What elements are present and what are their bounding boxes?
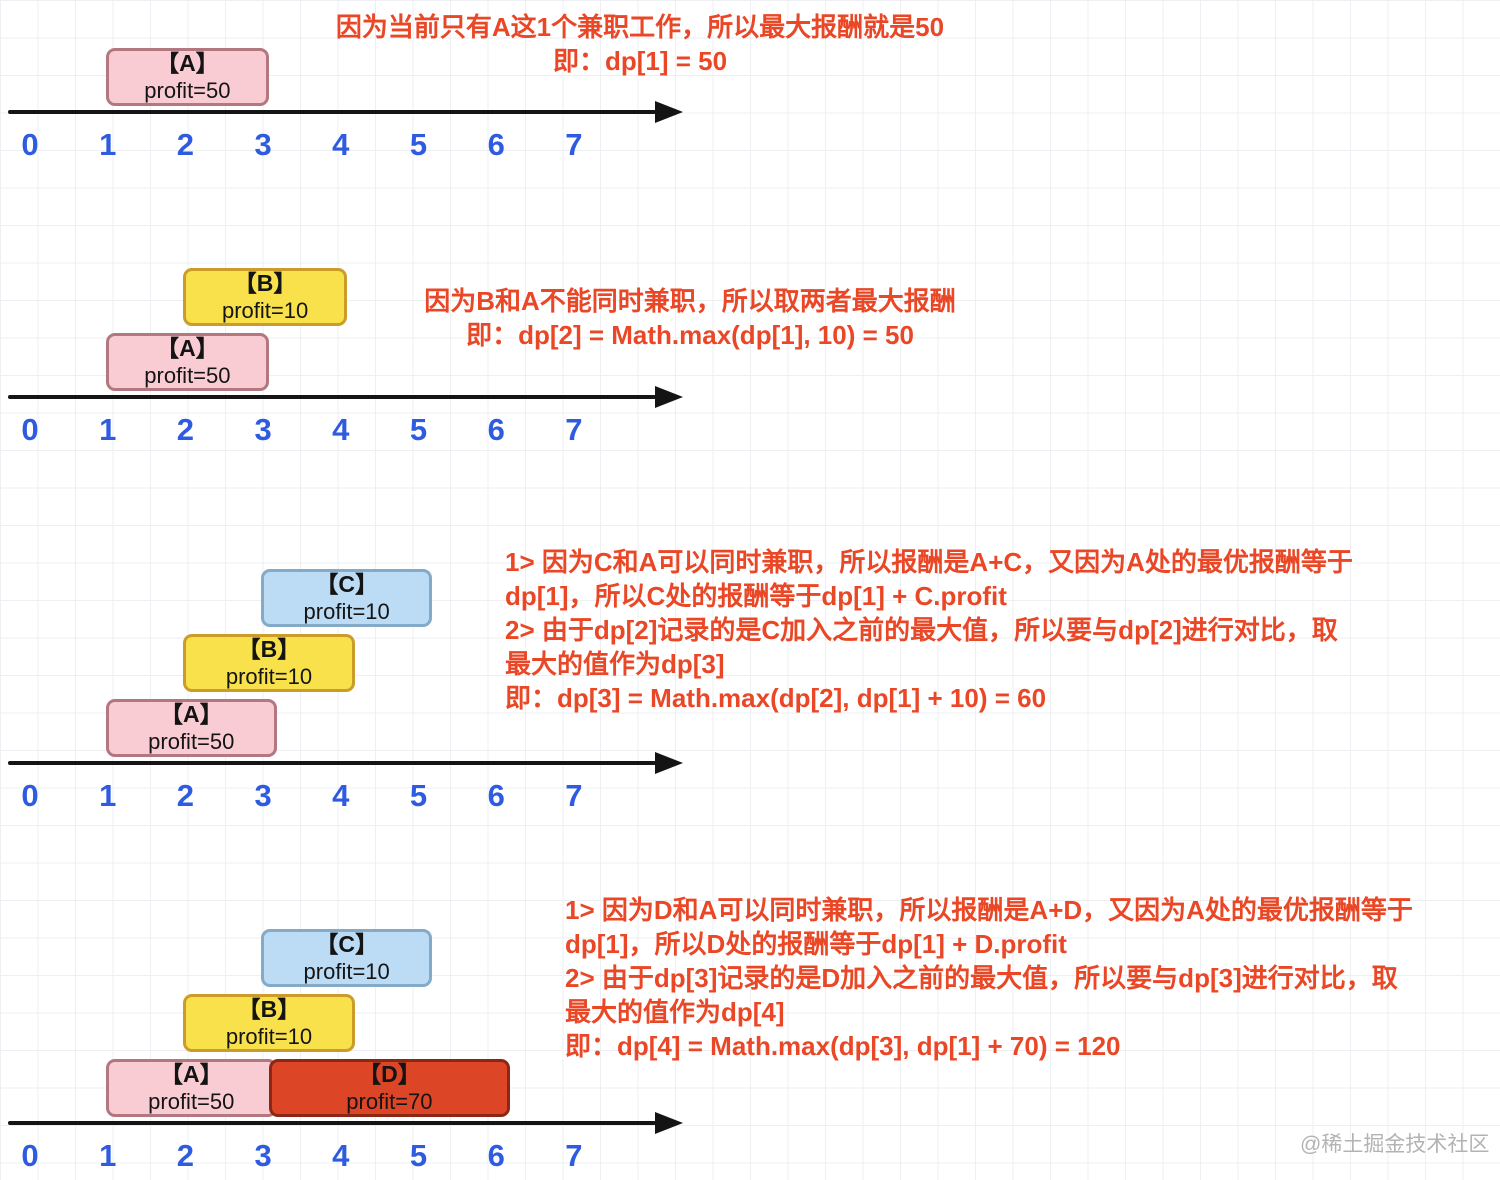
timeline-arrowhead-icon [655, 1112, 683, 1134]
job-name: 【D】 [358, 1061, 421, 1087]
axis-label-2: 2 [176, 127, 195, 162]
job-profit: profit=50 [148, 1089, 235, 1114]
axis-label-0: 0 [21, 127, 39, 162]
axis-label-6: 6 [487, 127, 505, 162]
timeline-axis [8, 1121, 656, 1125]
timeline-arrowhead-icon [655, 101, 683, 123]
annotation-line: 因为当前只有A这1个兼职工作，所以最大报酬就是50 [335, 12, 945, 42]
job-name: 【A】 [156, 335, 219, 361]
job-name: 【B】 [237, 636, 301, 662]
job-profit: profit=10 [303, 959, 390, 984]
job-name: 【C】 [315, 571, 378, 597]
axis-label-0: 0 [21, 1138, 39, 1173]
axis-label-3: 3 [254, 412, 272, 447]
annotation-dp2: 因为B和A不能同时兼职，所以取两者最大报酬 即：dp[2] = Math.max(… [340, 284, 1040, 352]
timeline-axis [8, 110, 656, 114]
job-block-c: 【C】 profit=10 [261, 929, 433, 987]
job-block-d: 【D】 profit=70 [268, 1059, 510, 1117]
axis-label-4: 4 [332, 127, 350, 162]
axis-label-2: 2 [176, 1138, 195, 1173]
job-profit: profit=10 [303, 599, 390, 624]
axis-label-3: 3 [254, 1138, 272, 1173]
annotation-line: 即：dp[2] = Math.max(dp[1], 10) = 50 [466, 320, 914, 350]
timeline-axis [8, 395, 656, 399]
job-block-a: 【A】 profit=50 [105, 699, 277, 757]
axis-label-2: 2 [176, 412, 195, 447]
watermark: @稀土掘金技术社区 [1300, 1133, 1490, 1156]
timeline-arrowhead-icon [655, 386, 683, 408]
axis-label-5: 5 [409, 1138, 428, 1173]
job-profit: profit=10 [221, 298, 309, 323]
axis-label-4: 4 [332, 778, 350, 813]
axis-label-1: 1 [99, 778, 117, 813]
axis-label-1: 1 [99, 1138, 117, 1173]
annotation-line: 即：dp[1] = 50 [552, 46, 728, 76]
axis-label-4: 4 [332, 412, 350, 447]
axis-label-0: 0 [21, 412, 39, 447]
axis-label-3: 3 [254, 778, 272, 813]
annotation-line: 即：dp[3] = Math.max(dp[2], dp[1] + 10) = … [505, 683, 1047, 713]
annotation-line: 最大的值作为dp[4] [565, 997, 785, 1027]
axis-label-1: 1 [99, 412, 117, 447]
axis-label-0: 0 [21, 778, 39, 813]
axis-label-6: 6 [487, 778, 505, 813]
axis-label-6: 6 [487, 412, 505, 447]
axis-label-5: 5 [409, 127, 428, 162]
annotation-dp1: 因为当前只有A这1个兼职工作，所以最大报酬就是50 即：dp[1] = 50 [270, 10, 1010, 78]
job-name: 【B】 [237, 996, 301, 1022]
job-name: 【A】 [159, 1061, 223, 1087]
annotation-line: 2> 由于dp[2]记录的是C加入之前的最大值，所以要与dp[2]进行对比，取 [505, 615, 1338, 645]
job-block-a: 【A】 profit=50 [105, 333, 270, 391]
job-name: 【C】 [315, 931, 378, 957]
job-profit: profit=70 [346, 1089, 433, 1114]
job-block-a: 【A】 profit=50 [105, 48, 270, 106]
annotation-line: dp[1]，所以D处的报酬等于dp[1] + D.profit [565, 929, 1067, 959]
axis-label-7: 7 [565, 1138, 583, 1173]
annotation-dp4: 1> 因为D和A可以同时兼职，所以报酬是A+D，又因为A处的最优报酬等于 dp[1… [565, 893, 1500, 1063]
job-profit: profit=10 [225, 664, 313, 689]
annotation-line: 1> 因为D和A可以同时兼职，所以报酬是A+D，又因为A处的最优报酬等于 [565, 895, 1413, 925]
timeline-arrowhead-icon [655, 752, 683, 774]
axis-label-5: 5 [409, 778, 428, 813]
axis-label-7: 7 [565, 127, 583, 162]
job-profit: profit=50 [144, 363, 231, 388]
annotation-line: 2> 由于dp[3]记录的是D加入之前的最大值，所以要与dp[3]进行对比，取 [565, 963, 1398, 993]
job-profit: profit=50 [144, 78, 231, 103]
job-name: 【A】 [156, 50, 219, 76]
axis-label-7: 7 [565, 412, 583, 447]
annotation-line: 因为B和A不能同时兼职，所以取两者最大报酬 [424, 286, 956, 316]
axis-label-4: 4 [332, 1138, 350, 1173]
job-name: 【B】 [233, 270, 297, 296]
axis-label-6: 6 [487, 1138, 505, 1173]
annotation-line: 即：dp[4] = Math.max(dp[3], dp[1] + 70) = … [565, 1031, 1121, 1061]
job-block-a: 【A】 profit=50 [105, 1059, 277, 1117]
job-profit: profit=10 [225, 1024, 313, 1049]
annotation-dp3: 1> 因为C和A可以同时兼职，所以报酬是A+C，又因为A处的最优报酬等于 dp[1… [505, 545, 1465, 715]
job-profit: profit=50 [148, 729, 235, 754]
job-block-c: 【C】 profit=10 [261, 569, 433, 627]
job-block-b: 【B】 profit=10 [183, 268, 347, 326]
axis-label-2: 2 [176, 778, 195, 813]
axis-label-1: 1 [99, 127, 117, 162]
job-block-b: 【B】 profit=10 [183, 994, 355, 1052]
annotation-line: 最大的值作为dp[3] [505, 649, 725, 679]
timeline-axis [8, 761, 656, 765]
axis-label-5: 5 [409, 412, 428, 447]
job-block-b: 【B】 profit=10 [183, 634, 355, 692]
axis-label-3: 3 [254, 127, 272, 162]
annotation-line: 1> 因为C和A可以同时兼职，所以报酬是A+C，又因为A处的最优报酬等于 [505, 547, 1353, 577]
axis-label-7: 7 [565, 778, 583, 813]
annotation-line: dp[1]，所以C处的报酬等于dp[1] + C.profit [505, 581, 1007, 611]
job-name: 【A】 [159, 701, 223, 727]
